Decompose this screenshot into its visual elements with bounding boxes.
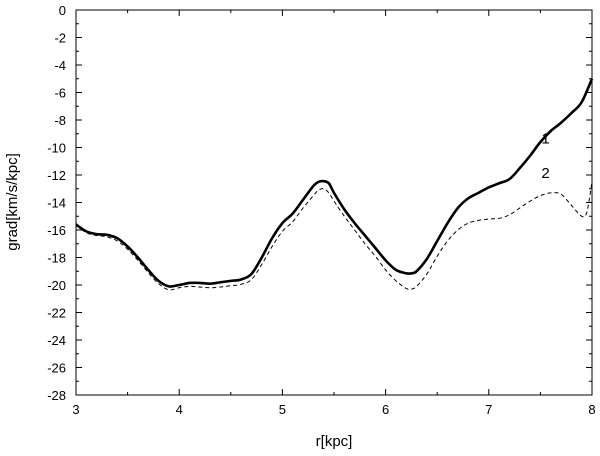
x-axis-title: r[kpc] — [316, 433, 353, 450]
y-tick-label: -18 — [47, 251, 66, 266]
x-tick-label: 4 — [176, 402, 183, 417]
x-tick-label: 8 — [588, 402, 595, 417]
y-tick-label: -26 — [47, 361, 66, 376]
y-tick-label: -16 — [47, 223, 66, 238]
y-tick-label: 0 — [59, 3, 66, 18]
y-tick-label: -4 — [54, 58, 66, 73]
series-2-label: 2 — [541, 165, 549, 182]
series-layer: 12 — [75, 78, 594, 291]
x-tick-label: 6 — [382, 402, 389, 417]
y-tick-label: -10 — [47, 141, 66, 156]
y-tick-label: -24 — [47, 333, 66, 348]
y-axis-title: grad[km/s/kpc] — [4, 153, 21, 251]
y-tick-label: -6 — [54, 86, 66, 101]
x-tick-label: 7 — [485, 402, 492, 417]
y-tick-label: -28 — [47, 388, 66, 403]
y-tick-label: -14 — [47, 196, 66, 211]
y-tick-label: -12 — [47, 168, 66, 183]
series-1-label: 1 — [541, 130, 549, 147]
plot-frame — [75, 9, 593, 396]
y-tick-label: -8 — [54, 113, 66, 128]
y-tick-label: -20 — [47, 278, 66, 293]
y-tick-label: -22 — [47, 306, 66, 321]
x-tick-label: 3 — [72, 402, 79, 417]
x-tick-label: 5 — [279, 402, 286, 417]
y-axis: 0 -2 -4 -6 -8 -10 -12 -14 -16 -18 -20 -22 -24 -26 -28 — [47, 3, 592, 403]
series-2-line — [75, 181, 593, 291]
series-1-line — [75, 78, 594, 288]
y-tick-label: -2 — [54, 31, 66, 46]
x-axis: 3 4 5 6 7 8 — [72, 10, 596, 417]
